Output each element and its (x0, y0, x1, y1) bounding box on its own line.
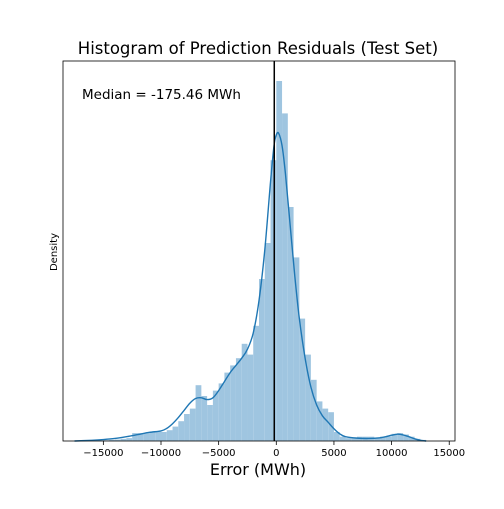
histogram-bar (271, 160, 277, 441)
x-tick-label: −10000 (141, 448, 181, 459)
histogram-bar (340, 437, 346, 441)
histogram-bar (247, 355, 253, 441)
chart-title: Histogram of Prediction Residuals (Test … (78, 39, 438, 58)
histogram-bar (294, 257, 300, 441)
histogram-bar (213, 391, 219, 441)
x-axis-ticks: −15000 −10000 −5000 0 5000 10000 15000 (83, 441, 465, 459)
histogram-bar (236, 358, 242, 441)
histogram-bar (282, 113, 288, 441)
histogram-bar (345, 438, 351, 441)
histogram-bar (149, 432, 155, 441)
histogram-bar (173, 427, 179, 441)
x-tick-label: −5000 (202, 448, 236, 459)
histogram-bar (155, 432, 161, 441)
histogram-bar (184, 414, 190, 441)
histogram-bar (178, 421, 184, 441)
histogram-bar (259, 279, 265, 441)
x-tick-label: 0 (273, 448, 279, 459)
histogram-bar (322, 409, 328, 441)
histogram-bar (201, 396, 207, 441)
histogram-bar (190, 409, 196, 441)
histogram-bar (305, 355, 311, 441)
histogram-bar (253, 326, 259, 441)
histogram-bar (196, 385, 202, 441)
histogram-bar (242, 344, 248, 441)
histogram-bar (144, 433, 150, 441)
histogram-bar (265, 243, 271, 441)
x-tick-label: 15000 (433, 448, 465, 459)
y-axis-label: Density (49, 233, 60, 271)
histogram-bar (219, 383, 225, 441)
x-axis-label: Error (MWh) (210, 460, 306, 479)
histogram-bar (161, 432, 167, 441)
x-tick-label: −15000 (83, 448, 123, 459)
histogram-bar (224, 373, 230, 441)
histogram-bar (126, 438, 132, 441)
histogram-bar (167, 430, 173, 441)
histogram-bar (207, 405, 213, 441)
median-annotation: Median = -175.46 MWh (82, 87, 241, 103)
plot-area (75, 61, 427, 441)
x-tick-label: 10000 (376, 448, 408, 459)
histogram-bar (230, 365, 236, 441)
x-tick-label: 5000 (321, 448, 346, 459)
histogram-bar (288, 207, 294, 441)
